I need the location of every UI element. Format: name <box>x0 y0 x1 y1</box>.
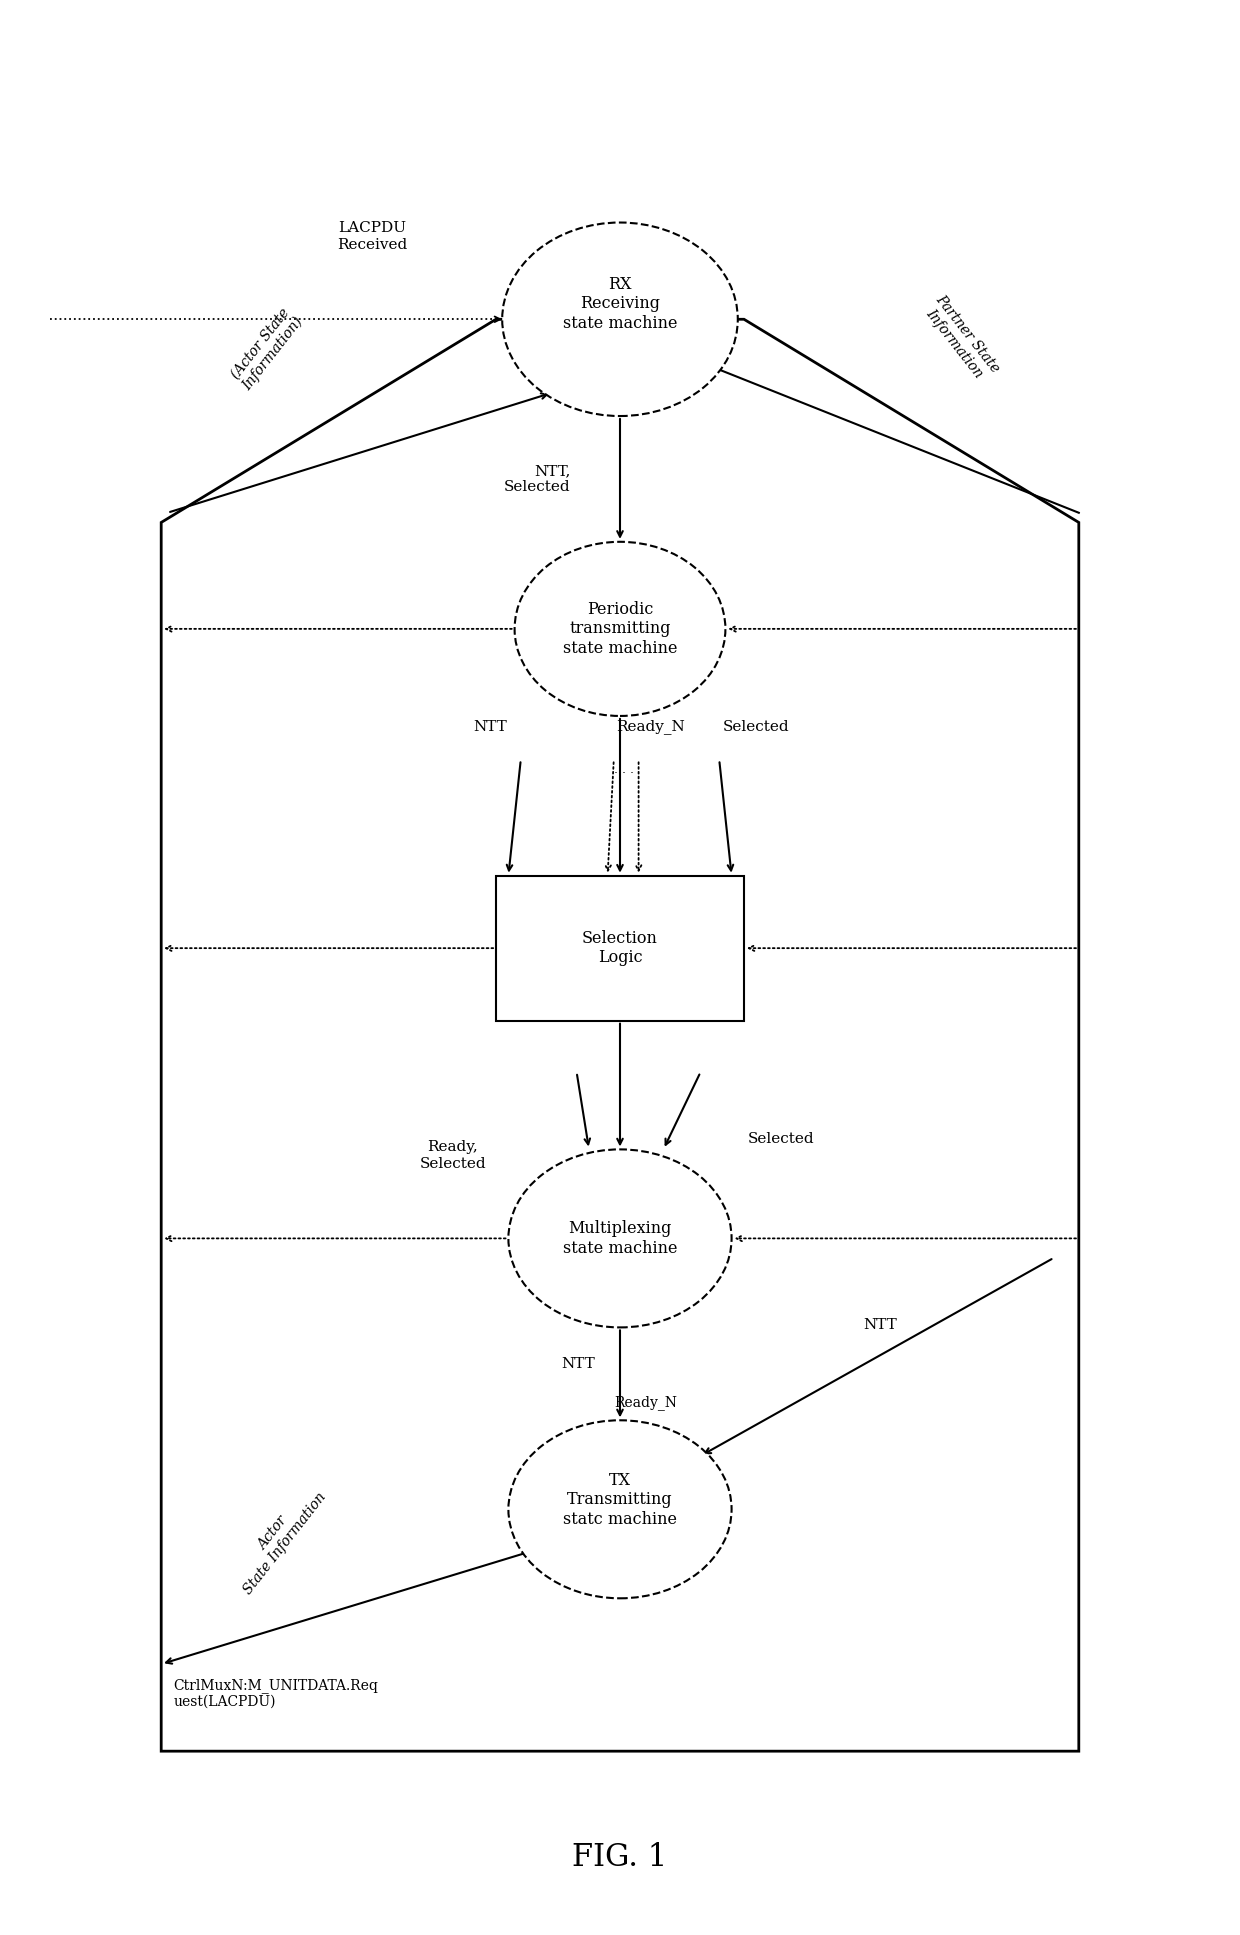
Text: Selected: Selected <box>748 1132 815 1146</box>
Text: Ready_N: Ready_N <box>616 720 686 733</box>
Ellipse shape <box>502 223 738 416</box>
Text: Ready_N: Ready_N <box>614 1395 677 1411</box>
Text: Periodic
transmitting
state machine: Periodic transmitting state machine <box>563 600 677 658</box>
Text: CtrlMuxN:M_UNITDATA.Req
uest(LACPDU): CtrlMuxN:M_UNITDATA.Req uest(LACPDU) <box>174 1678 378 1709</box>
Text: NTT: NTT <box>472 720 507 733</box>
Text: NTT: NTT <box>863 1318 898 1333</box>
Text: NTT,
Selected: NTT, Selected <box>503 464 570 493</box>
Text: Ready,
Selected: Ready, Selected <box>419 1140 486 1171</box>
Text: Selection
Logic: Selection Logic <box>582 931 658 966</box>
Text: LACPDU
Received: LACPDU Received <box>337 221 407 252</box>
Bar <box>496 875 744 1022</box>
Text: Multiplexing
state machine: Multiplexing state machine <box>563 1221 677 1256</box>
Text: Partner State
Information: Partner State Information <box>920 292 1002 385</box>
Ellipse shape <box>515 542 725 716</box>
Text: RX
Receiving
state machine: RX Receiving state machine <box>563 275 677 333</box>
Ellipse shape <box>508 1149 732 1327</box>
Text: · · ·: · · · <box>614 766 634 780</box>
Ellipse shape <box>508 1420 732 1598</box>
Text: TX
Transmitting
statc machine: TX Transmitting statc machine <box>563 1471 677 1529</box>
Text: NTT: NTT <box>562 1356 595 1372</box>
Text: Selected: Selected <box>723 720 790 733</box>
Text: FIG. 1: FIG. 1 <box>573 1842 667 1873</box>
Text: Actor
State Information: Actor State Information <box>228 1480 330 1596</box>
Text: (Actor State
Information): (Actor State Information) <box>227 304 306 393</box>
